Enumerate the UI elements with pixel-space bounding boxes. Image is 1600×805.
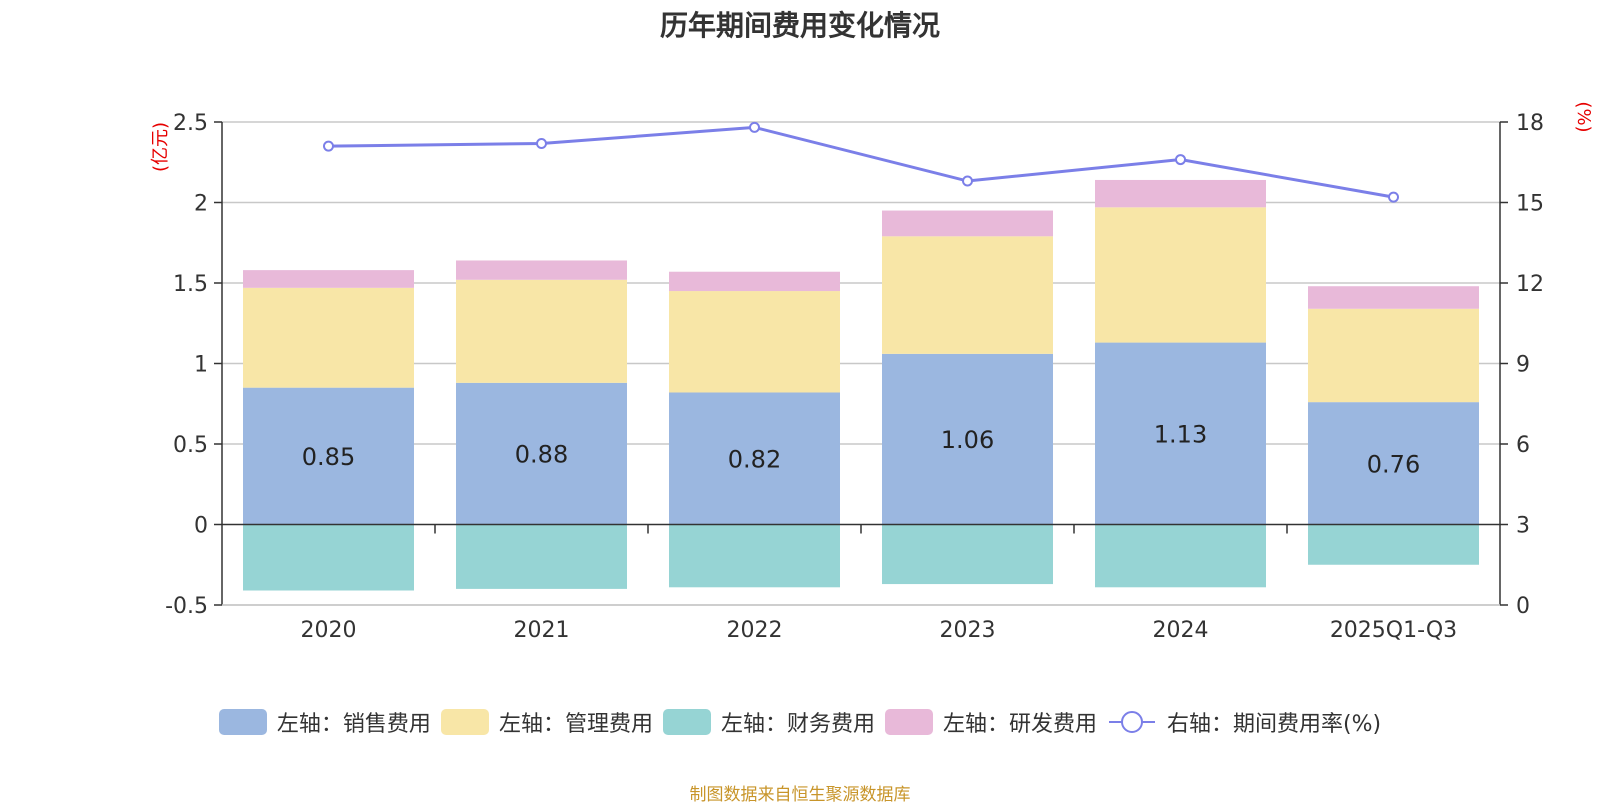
legend-swatch [884,709,933,735]
expense-rate-point [1175,154,1186,166]
bar-management [1308,308,1479,403]
bar-rnd [1095,179,1266,208]
bar-rnd [456,260,627,280]
expense-rate-point [323,140,334,152]
bar-value-label: 1.06 [941,426,994,454]
category-label: 2022 [727,618,783,643]
category-label: 2025Q1-Q3 [1330,618,1457,643]
left-axis-tick-label: 0 [194,514,208,539]
legend-swatch [218,709,267,735]
right-axis-tick-label: 15 [1516,192,1544,217]
bar-management [882,236,1053,354]
bar-sales [456,382,627,525]
expense-rate-point [962,175,973,187]
left-axis-tick-label: -0.5 [165,594,208,619]
right-axis-label: (%) [1573,101,1594,132]
category-label: 2020 [301,618,357,643]
bar-rnd [669,271,840,292]
right-axis-tick-label: 9 [1516,353,1530,378]
bar-sales [882,353,1053,525]
legend-swatch [440,709,489,735]
legend-item: 左轴：销售费用 [218,706,431,738]
left-axis-tick-label: 1.5 [173,272,208,297]
bar-finance [1095,524,1266,588]
legend-label: 左轴：管理费用 [498,712,653,737]
bar-sales [669,392,840,525]
bar-rnd [243,270,414,288]
legend-item: 左轴：研发费用 [884,706,1097,738]
right-axis-tick-label: 12 [1516,272,1544,297]
bar-rnd [882,210,1053,237]
category-label: 2023 [940,618,996,643]
legend-label: 左轴：销售费用 [276,712,431,737]
expense-rate-point [1388,191,1399,203]
bar-sales [243,387,414,525]
legend-item: 左轴：财务费用 [662,706,875,738]
bar-sales [1095,342,1266,525]
legend-label: 左轴：财务费用 [720,712,875,737]
left-axis-tick-label: 2.5 [173,111,208,136]
bar-management [456,279,627,383]
bar-sales [1308,402,1479,525]
bar-management [243,287,414,388]
legend-item: 右轴：期间费用率(%) [1107,706,1381,738]
legend-swatch [662,709,711,735]
right-axis-tick-label: 18 [1516,111,1544,136]
legend-item: 左轴：管理费用 [440,706,653,738]
bar-value-label: 0.88 [515,441,568,469]
left-axis-label: (亿元) [150,122,171,172]
bar-management [669,291,840,393]
bar-finance [456,524,627,589]
bar-value-label: 1.13 [1154,421,1207,449]
category-label: 2024 [1153,618,1209,643]
chart-plot: -0.5 0 0.5 1 1.5 2 2.5(亿元) 0 3 6 9 12 15 18 (%) 0.85 0.8… [150,101,1594,643]
bar-finance [243,524,414,591]
bar-rnd [1308,286,1479,309]
bar-value-label: 0.76 [1367,450,1420,478]
expense-rate-point [536,137,547,149]
right-axis-tick-label: 3 [1516,514,1530,539]
bar-finance [669,524,840,588]
bar-finance [1308,524,1479,565]
bar-finance [882,524,1053,585]
expense-rate-line [328,125,1394,199]
bar-value-label: 0.82 [728,445,781,473]
right-axis-tick-label: 6 [1516,433,1530,458]
source-note: 制图数据来自恒生聚源数据库 [689,785,911,805]
legend-label: 右轴：期间费用率(%) [1166,712,1382,737]
left-axis-tick-label: 0.5 [173,433,208,458]
legend: 左轴：销售费用 左轴：管理费用 左轴：财务费用 左轴：研发费用 右轴：期间费用率(%) [0,704,1600,740]
chart-title: 历年期间费用变化情况 [659,9,940,42]
left-axis-tick-label: 1 [194,353,208,378]
legend-line-swatch [1108,711,1155,733]
right-axis-tick-label: 0 [1516,594,1530,619]
left-axis-tick-label: 2 [194,192,208,217]
bar-management [1095,207,1266,343]
legend-line-marker [1120,711,1143,733]
expense-rate-point [749,121,760,133]
category-label: 2021 [514,618,570,643]
legend-label: 左轴：研发费用 [942,712,1097,737]
bar-value-label: 0.85 [302,443,355,471]
